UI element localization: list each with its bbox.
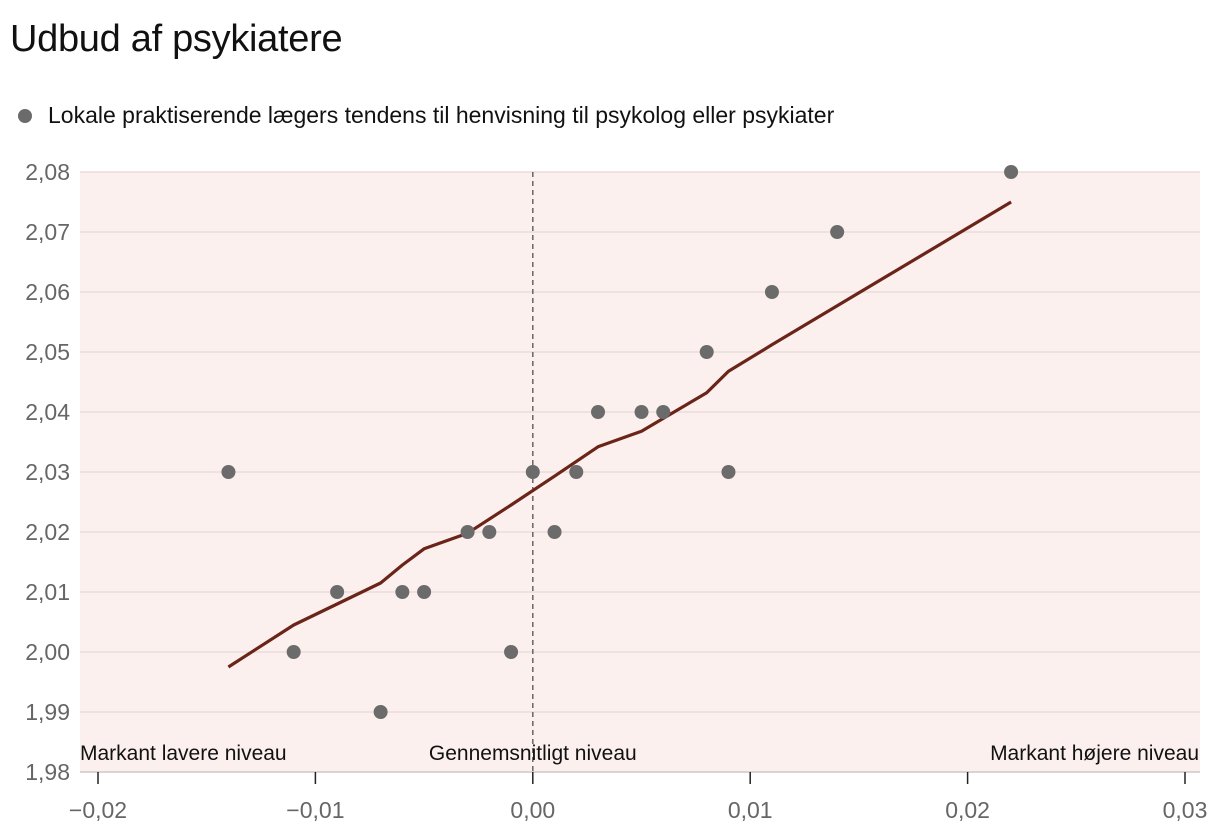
data-points (221, 165, 1019, 719)
y-tick-label: 2,00 (25, 639, 70, 665)
data-point (221, 465, 236, 479)
data-point (569, 465, 584, 479)
x-tick-label: 0,01 (728, 797, 773, 823)
data-point (482, 525, 497, 539)
annotation-higher-level: Markant højere niveau (990, 742, 1199, 765)
y-tick-label: 2,05 (25, 339, 70, 365)
y-tick-label: 1,99 (25, 699, 70, 725)
annotation-lower-level: Markant lavere niveau (80, 742, 287, 765)
y-tick-label: 2,01 (25, 579, 70, 605)
data-point (591, 405, 606, 419)
data-point (699, 345, 714, 359)
data-point (634, 405, 649, 419)
x-tick-label: 0,00 (510, 797, 555, 823)
legend-marker (18, 108, 32, 123)
x-tick-label: −0,02 (69, 797, 127, 823)
trend-line-group (227, 200, 1012, 669)
x-tick-label: −0,01 (286, 797, 344, 823)
data-point (656, 405, 671, 419)
data-point (395, 585, 410, 599)
x-axis: −0,02 −0,01 0,00 0,01 0,02 0,03 (69, 771, 1208, 823)
x-tick-label: 0,03 (1163, 797, 1208, 823)
data-point (547, 525, 562, 539)
data-point (460, 525, 475, 539)
trend-line (227, 200, 1012, 669)
data-point (286, 645, 301, 659)
data-point (1004, 165, 1019, 179)
x-tick-label: 0,02 (945, 797, 990, 823)
data-point (764, 285, 779, 299)
y-tick-label: 1,98 (25, 759, 70, 785)
y-axis: 1,98 1,99 2,00 2,01 2,02 2,03 2,04 2,05 2,06 2,07… (25, 159, 70, 785)
data-point (330, 585, 345, 599)
y-tick-label: 2,02 (25, 519, 70, 545)
y-tick-label: 2,06 (25, 279, 70, 305)
data-point (417, 585, 432, 599)
chart-title: Udbud af psykiatere (10, 18, 343, 60)
annotations: Markant lavere niveau Gennemsnitligt niv… (80, 742, 1199, 765)
data-point (504, 645, 519, 659)
y-tick-label: 2,03 (25, 459, 70, 485)
y-tick-label: 2,07 (25, 219, 70, 245)
annotation-average-level: Gennemsnitligt niveau (429, 742, 637, 765)
data-point (373, 705, 388, 719)
y-tick-label: 2,04 (25, 399, 70, 425)
data-point (721, 465, 736, 479)
legend: Lokale praktiserende lægers tendens til … (18, 102, 834, 129)
data-point (525, 465, 540, 479)
legend-label: Lokale praktiserende lægers tendens til … (48, 102, 835, 128)
y-tick-label: 2,08 (25, 159, 70, 185)
data-point (830, 225, 845, 239)
